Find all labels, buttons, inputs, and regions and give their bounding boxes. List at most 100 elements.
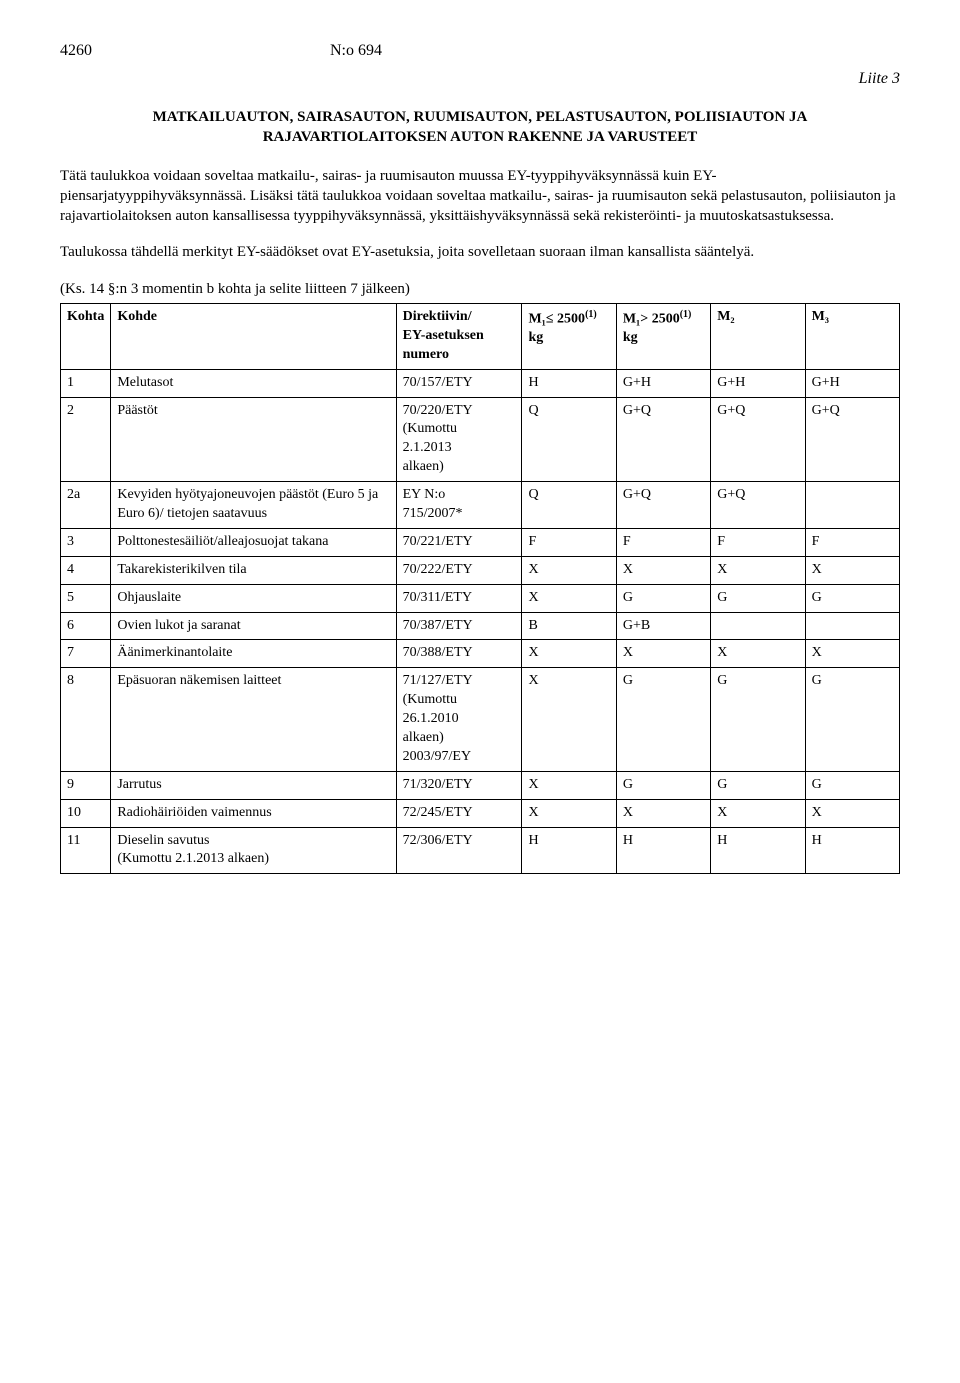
col-m1gt-unit: kg [623,330,638,345]
cell-kohta: 9 [61,771,111,799]
cell-m1gt: G+Q [616,397,710,482]
cell-m2: G+H [711,369,805,397]
col-kohde: Kohde [111,303,396,369]
header-row: 4260 N:o 694 [60,40,900,62]
table-row: 7Äänimerkinantolaite70/388/ETYXXXX [61,640,900,668]
cell-dir: 71/320/ETY [396,771,522,799]
table-row: 5Ohjauslaite70/311/ETYXGGG [61,584,900,612]
cell-m1le: Q [522,482,616,529]
cell-dir: 70/220/ETY (Kumottu 2.1.2013 alkaen) [396,397,522,482]
paragraph-1: Tätä taulukkoa voidaan soveltaa matkailu… [60,166,900,227]
col-m1le: M₁≤ 2500(1) kg [522,303,616,369]
cell-kohde: Äänimerkinantolaite [111,640,396,668]
cell-dir: 70/221/ETY [396,528,522,556]
cell-m1gt: G+H [616,369,710,397]
cell-m3: G [805,584,899,612]
cell-m2: G+Q [711,482,805,529]
table-row: 8Epäsuoran näkemisen laitteet71/127/ETY … [61,668,900,771]
col-dir-text: Direktiivin/ EY-asetuksen numero [403,309,484,362]
cell-m3 [805,612,899,640]
cell-kohta: 4 [61,556,111,584]
cell-m1gt: G+Q [616,482,710,529]
cell-kohde: Melutasot [111,369,396,397]
cell-m1gt: X [616,556,710,584]
cell-m1gt: X [616,799,710,827]
cell-kohde: Päästöt [111,397,396,482]
cell-dir: 70/387/ETY [396,612,522,640]
cell-m3: G+Q [805,397,899,482]
table-row: 4Takarekisterikilven tila70/222/ETYXXXX [61,556,900,584]
cell-m2: X [711,640,805,668]
cell-kohde: Ohjauslaite [111,584,396,612]
cell-m3: G [805,668,899,771]
cell-m1gt: H [616,827,710,874]
cell-kohta: 7 [61,640,111,668]
cell-m1le: F [522,528,616,556]
cell-dir: 70/311/ETY [396,584,522,612]
cell-m1le: H [522,827,616,874]
cell-m1le: X [522,640,616,668]
cell-dir: 70/157/ETY [396,369,522,397]
requirements-table: Kohta Kohde Direktiivin/ EY-asetuksen nu… [60,303,900,874]
col-dir: Direktiivin/ EY-asetuksen numero [396,303,522,369]
cell-m3: X [805,556,899,584]
cell-m2: G [711,668,805,771]
table-row: 2aKevyiden hyötyajoneuvojen päästöt (Eur… [61,482,900,529]
paragraph-2: Taulukossa tähdellä merkityt EY-säädökse… [60,242,900,262]
cell-m3: G+H [805,369,899,397]
cell-kohde: Radiohäiriöiden vaimennus [111,799,396,827]
col-m3: M₃ [805,303,899,369]
cell-kohde: Kevyiden hyötyajoneuvojen päästöt (Euro … [111,482,396,529]
cell-kohta: 5 [61,584,111,612]
cell-m3 [805,482,899,529]
table-row: 9Jarrutus71/320/ETYXGGG [61,771,900,799]
table-row: 2Päästöt70/220/ETY (Kumottu 2.1.2013 alk… [61,397,900,482]
cell-dir: 70/222/ETY [396,556,522,584]
cell-kohta: 8 [61,668,111,771]
cell-m1gt: G [616,668,710,771]
cell-kohta: 2 [61,397,111,482]
page-title: MATKAILUAUTON, SAIRASAUTON, RUUMISAUTON,… [100,107,860,148]
col-m1gt-label: M₁> 2500 [623,312,680,327]
cell-dir: 71/127/ETY (Kumottu 26.1.2010 alkaen) 20… [396,668,522,771]
cell-dir: EY N:o 715/2007* [396,482,522,529]
ks-reference: (Ks. 14 §:n 3 momentin b kohta ja selite… [60,279,900,299]
cell-m2 [711,612,805,640]
cell-kohta: 1 [61,369,111,397]
table-row: 10Radiohäiriöiden vaimennus72/245/ETYXXX… [61,799,900,827]
cell-dir: 70/388/ETY [396,640,522,668]
page-number: 4260 [60,40,180,62]
cell-dir: 72/245/ETY [396,799,522,827]
cell-m2: H [711,827,805,874]
cell-kohta: 3 [61,528,111,556]
col-m1gt-sup: (1) [680,309,692,320]
liite-label: Liite 3 [60,68,900,90]
col-m1le-label: M₁≤ 2500 [528,312,585,327]
col-m1le-sup: (1) [585,309,597,320]
cell-m2: X [711,799,805,827]
cell-m1le: X [522,584,616,612]
cell-m3: G [805,771,899,799]
doc-number: N:o 694 [330,40,382,62]
col-kohta: Kohta [61,303,111,369]
cell-m1le: X [522,668,616,771]
table-row: 1Melutasot70/157/ETYHG+HG+HG+H [61,369,900,397]
table-body: 1Melutasot70/157/ETYHG+HG+HG+H2Päästöt70… [61,369,900,874]
cell-kohta: 10 [61,799,111,827]
cell-m1gt: F [616,528,710,556]
table-header-row: Kohta Kohde Direktiivin/ EY-asetuksen nu… [61,303,900,369]
cell-m3: F [805,528,899,556]
cell-kohde: Jarrutus [111,771,396,799]
col-m1le-unit: kg [528,330,543,345]
col-m1gt: M₁> 2500(1) kg [616,303,710,369]
cell-m1le: X [522,771,616,799]
cell-m1gt: G [616,584,710,612]
cell-m1le: Q [522,397,616,482]
cell-kohde: Takarekisterikilven tila [111,556,396,584]
cell-m3: H [805,827,899,874]
cell-m2: X [711,556,805,584]
cell-m1gt: G [616,771,710,799]
cell-kohta: 11 [61,827,111,874]
cell-m1gt: X [616,640,710,668]
cell-dir: 72/306/ETY [396,827,522,874]
